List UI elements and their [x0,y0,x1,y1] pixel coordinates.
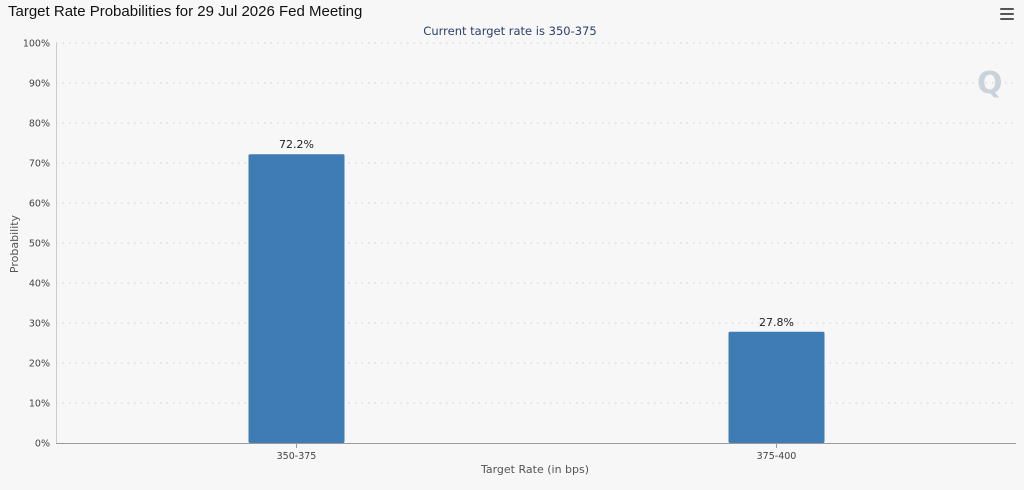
labels: 0% 10% 20% 30% 40% 50% 60% 70% 80% 90% 100% 72.2% 35… [23,39,797,463]
chart-title: Target Rate Probabilities for 29 Jul 202… [8,3,363,20]
bar[interactable] [728,331,825,443]
y-tick-label: 20% [29,359,50,370]
y-tick-label: 10% [29,399,50,410]
q-logo-watermark-icon: Q [977,66,1003,101]
x-tick-label: 375-400 [757,451,797,462]
y-tick-label: 30% [29,319,50,330]
axes [56,43,1016,448]
y-axis-title: Probability [8,214,21,273]
bars [248,154,825,443]
x-axis-title: Target Rate (in bps) [480,463,589,476]
x-tick-label: 350-375 [277,451,317,462]
gridlines [56,42,1016,404]
y-tick-label: 70% [29,159,50,170]
data-label: 27.8% [759,316,794,329]
data-label: 72.2% [279,138,314,151]
y-tick-label: 60% [29,199,50,210]
hamburger-menu-icon[interactable] [1000,8,1014,20]
chart-subtitle: Current target rate is 350-375 [423,24,596,38]
y-tick-label: 40% [29,279,50,290]
bar[interactable] [248,154,345,443]
y-tick-label: 100% [23,39,50,50]
y-tick-label: 50% [29,239,50,250]
y-tick-label: 80% [29,119,50,130]
y-tick-label: 0% [35,439,50,450]
y-tick-label: 90% [29,79,50,90]
